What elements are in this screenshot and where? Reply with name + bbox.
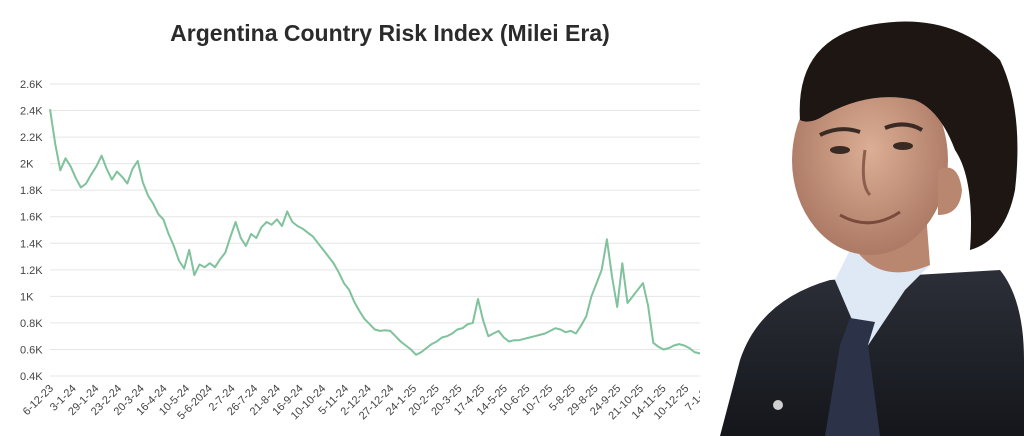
- chart-title: Argentina Country Risk Index (Milei Era): [170, 20, 610, 46]
- person-portrait-icon: [700, 0, 1024, 436]
- y-tick-label: 2K: [20, 159, 34, 171]
- y-tick-label: 0.8K: [20, 318, 43, 330]
- y-tick-label: 2.2K: [20, 132, 43, 144]
- y-axis-ticks: 0.4K 0.6K 0.8K 1K 1.2K 1.4K 1.6K 1.8K 2K 2.2K 2.4K…: [20, 79, 43, 383]
- face: [792, 65, 948, 255]
- y-tick-label: 2.4K: [20, 106, 43, 118]
- y-tick-label: 1K: [20, 291, 34, 303]
- jacket: [720, 270, 1024, 436]
- series-layer: [49, 109, 711, 356]
- y-tick-label: 0.4K: [20, 371, 43, 383]
- y-tick-label: 0.6K: [20, 344, 43, 356]
- y-tick-label: 1.4K: [20, 238, 43, 250]
- y-tick-label: 2.6K: [20, 79, 43, 91]
- x-axis-ticks: 6-12-233-1-2429-1-2423-2-2420-3-2416-4-2…: [21, 383, 714, 423]
- series-line: [49, 109, 711, 356]
- x-tick-label: 6-12-23: [21, 383, 56, 418]
- portrait-photo: [700, 0, 1024, 436]
- tie: [825, 318, 880, 436]
- hair: [799, 21, 1018, 250]
- lapel-mic: [773, 400, 783, 410]
- grid-layer: [50, 83, 710, 377]
- line-chart: 0.4K 0.6K 0.8K 1K 1.2K 1.4K 1.6K 1.8K 2K 2.2K 2.4K…: [20, 79, 714, 423]
- y-tick-label: 1.8K: [20, 185, 43, 197]
- ear: [938, 167, 962, 215]
- y-tick-label: 1.2K: [20, 265, 43, 277]
- y-tick-label: 1.6K: [20, 212, 43, 224]
